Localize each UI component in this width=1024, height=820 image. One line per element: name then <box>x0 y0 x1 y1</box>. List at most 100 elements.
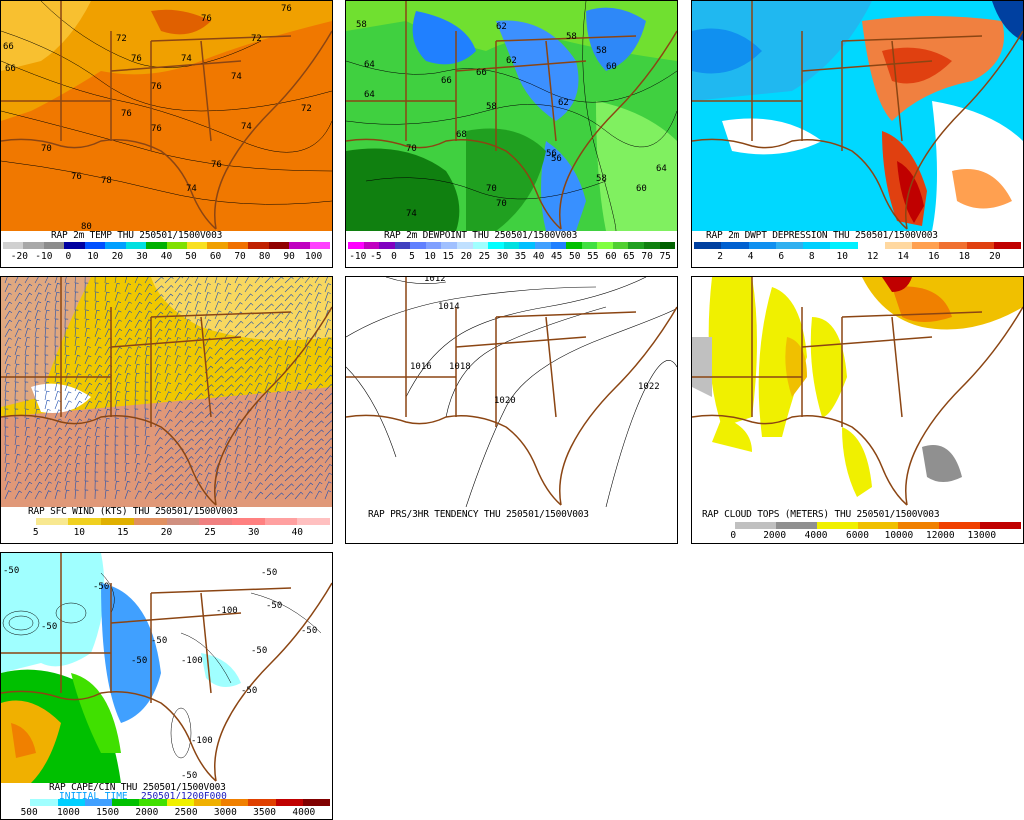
wind-barb <box>284 446 294 455</box>
wind-barb <box>244 490 253 500</box>
colorbar-tick-label: -5 <box>370 251 382 262</box>
contour-label: 66 <box>476 68 487 78</box>
wind-barb <box>154 427 163 437</box>
contour-label: 60 <box>636 184 647 194</box>
wind-barb <box>154 294 164 302</box>
wind-barb <box>124 390 130 401</box>
wind-barb <box>74 291 79 302</box>
wind-barb <box>304 319 312 329</box>
wind-barb <box>14 417 19 428</box>
wind-barb <box>304 284 313 293</box>
colorbar-swatch <box>694 522 735 529</box>
cape-cin-tick-labels: 500 1000 1500 2000 2500 3000 3500 4000 <box>3 807 330 819</box>
cape-cin-title: RAP CAPE/CIN THU 250501/1500V003 <box>49 782 226 793</box>
wind-barb <box>234 375 244 383</box>
wind-barb <box>24 490 33 500</box>
wind-barb <box>324 301 331 311</box>
wind-barb <box>94 391 102 401</box>
wind-barb <box>64 480 70 491</box>
panel-prs-tendency[interactable]: 1012 1014 1016 1018 1020 1022 RAP PRS/3H… <box>345 276 678 544</box>
wind-barb <box>14 337 22 347</box>
wind-barb <box>14 363 20 374</box>
wind-barb <box>104 471 109 482</box>
wind-barb <box>154 364 161 374</box>
contour-label: 76 <box>151 82 162 92</box>
wind-barb <box>94 435 100 446</box>
panel-cape-cin[interactable]: -50 -50 -50 -50 -50 -50 -100 -50 -50 -50 -100 -50 -1… <box>0 552 333 820</box>
wind-barb <box>264 294 274 302</box>
wind-barb <box>264 482 274 491</box>
wind-barb <box>224 454 232 464</box>
wind-barb <box>94 328 101 338</box>
wind-barb <box>284 373 291 383</box>
wind-barb <box>254 445 262 455</box>
colorbar-swatch <box>519 242 535 249</box>
wind-barb <box>4 462 10 473</box>
dwpt-depression-tick-labels: 2 4 6 8 10 12 14 16 18 20 <box>694 251 1021 263</box>
wind-barb <box>194 481 202 491</box>
contour-label: 56 <box>546 149 557 159</box>
wind-barb <box>4 426 9 437</box>
wind-barb <box>294 483 304 491</box>
panel-dwpt-depression[interactable]: RAP 2m DWPT DEPRESSION THU 250501/1500V0… <box>691 0 1024 268</box>
wind-barb <box>224 375 234 383</box>
wind-barb <box>184 411 194 419</box>
wind-barb <box>294 319 302 329</box>
wind-barb <box>94 444 100 455</box>
wind-barb <box>324 429 332 437</box>
wind-barb <box>284 456 294 464</box>
wind-barb <box>244 391 253 401</box>
wind-barb <box>44 381 50 392</box>
wind-barb <box>54 336 59 347</box>
wind-barb <box>314 277 322 284</box>
wind-barb <box>134 390 139 401</box>
wind-barb <box>144 345 151 356</box>
panel-2m-temp[interactable]: 66 66 72 76 76 74 76 72 74 76 74 72 70 76 76 78 80 74 76 76… <box>0 0 333 268</box>
colorbar-tick-label: 100 <box>305 251 323 262</box>
wind-barb <box>124 453 129 464</box>
wind-barb <box>284 391 292 401</box>
panel-sfc-wind[interactable]: RAP SFC WIND (KTS) THU 250501/1500V003 5… <box>0 276 333 544</box>
colorbar-tick-label: 55 <box>587 251 599 262</box>
wind-barb <box>294 373 302 383</box>
colorbar-swatch <box>3 242 24 249</box>
wind-barb <box>64 463 72 473</box>
wind-barb <box>204 402 214 410</box>
wind-barb <box>314 337 322 347</box>
wind-barb <box>194 319 201 329</box>
wind-barb <box>204 384 214 392</box>
contour-label: 58 <box>356 20 367 30</box>
colorbar-tick-label: 20 <box>460 251 473 262</box>
wind-barb <box>224 427 233 437</box>
wind-barb <box>84 400 93 410</box>
wind-barb <box>194 392 204 401</box>
wind-barb <box>284 277 294 284</box>
wind-barb <box>34 292 42 302</box>
contour-label: 70 <box>486 184 497 194</box>
wind-barb <box>274 464 284 473</box>
wind-barb <box>74 462 81 473</box>
wind-barb <box>184 420 194 428</box>
wind-barb <box>254 463 263 473</box>
wind-barb <box>54 472 62 482</box>
colorbar-swatch <box>581 242 598 249</box>
wind-barb <box>84 318 90 329</box>
wind-barb <box>14 319 22 329</box>
contour-label: -50 <box>151 636 167 646</box>
wind-barb <box>114 417 119 428</box>
panel-2m-dewpoint[interactable]: 58 62 64 66 58 62 60 58 64 66 68 62 56 58 70 74 70 70 56 60… <box>345 0 678 268</box>
colorbar-swatch <box>112 799 140 806</box>
wind-barb <box>324 437 332 446</box>
wind-barb <box>64 436 73 446</box>
wind-barb <box>294 391 302 401</box>
contour-label: 76 <box>281 4 292 14</box>
colorbar-swatch <box>857 242 885 249</box>
wind-barb <box>234 463 241 473</box>
wind-barb <box>234 490 242 500</box>
wind-barb <box>94 471 99 482</box>
wind-barb <box>44 336 49 347</box>
wind-barb <box>34 408 40 419</box>
colorbar-swatch <box>898 522 940 529</box>
colorbar-swatch <box>348 242 364 249</box>
panel-cloud-tops[interactable]: RAP CLOUD TOPS (METERS) THU 250501/1500V… <box>691 276 1024 544</box>
